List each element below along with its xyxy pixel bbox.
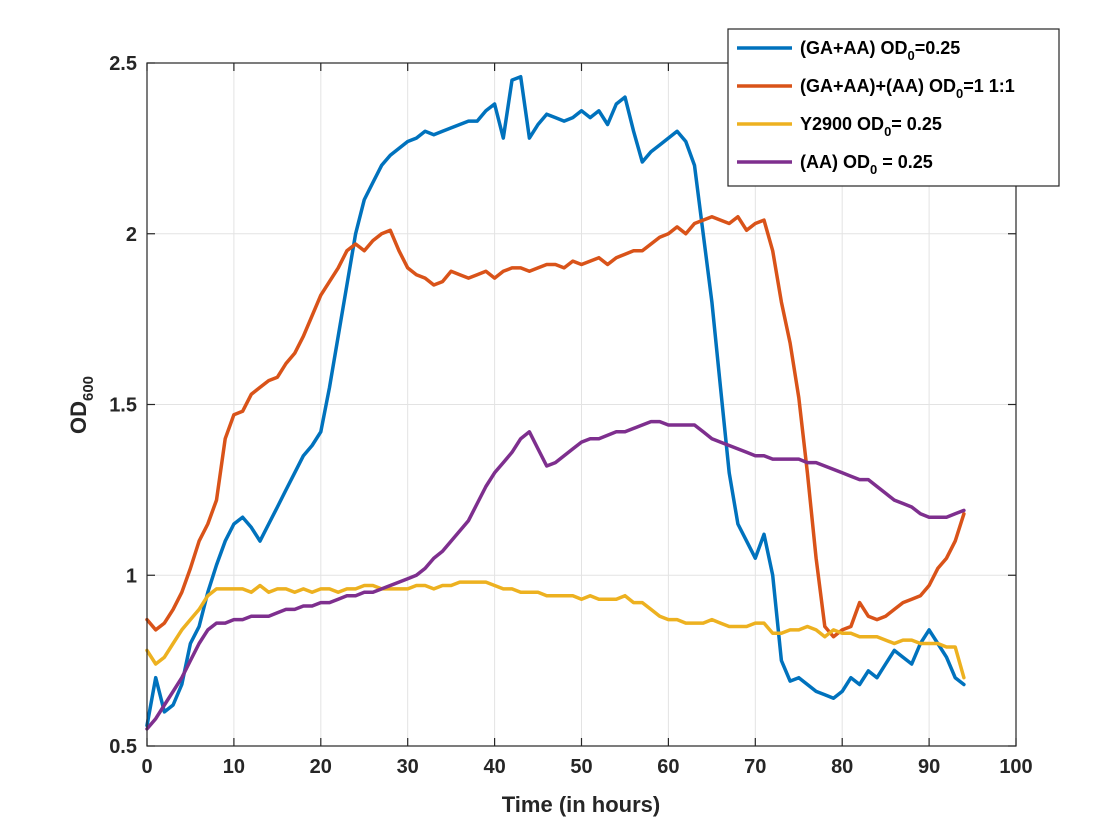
y-axis-title-sub: 600 [80, 376, 97, 401]
y-tick-label: 2 [126, 224, 137, 246]
x-tick-label: 90 [918, 756, 940, 778]
legend-entry: (AA) OD0 = 0.25 [800, 152, 933, 177]
axes-box [146, 62, 1017, 747]
x-tick-label: 0 [141, 756, 152, 778]
x-tick-label: 60 [657, 756, 679, 778]
x-tick-labels: 0 10 20 30 40 50 60 70 80 90 100 [141, 756, 1032, 778]
x-tick-label: 30 [397, 756, 419, 778]
series-line-1 [145, 74, 966, 728]
x-tick-label: 10 [223, 756, 245, 778]
x-tick-label: 80 [831, 756, 853, 778]
legend: (GA+AA) OD0=0.25 (GA+AA)+(AA) OD0=1 1:1 Y2… [727, 28, 1060, 187]
legend-entry: (GA+AA) OD0=0.25 [800, 38, 960, 63]
series-line-3 [145, 580, 966, 680]
x-tick-label: 20 [310, 756, 332, 778]
y-tick-label: 0.5 [109, 736, 137, 758]
y-axis-title: OD600 [66, 376, 97, 434]
legend-entry: Y2900 OD0= 0.25 [800, 114, 942, 139]
y-tick-label: 2.5 [109, 53, 137, 75]
y-tick-labels: 0.5 1 1.5 2 2.5 [109, 53, 137, 758]
x-tick-label: 50 [570, 756, 592, 778]
y-tick-label: 1 [126, 565, 137, 587]
x-tick-label: 100 [999, 756, 1032, 778]
y-axis-title-main: OD [66, 401, 91, 434]
x-tick-label: 40 [483, 756, 505, 778]
data-series [145, 74, 966, 731]
y-tick-label: 1.5 [109, 395, 137, 417]
x-tick-label: 70 [744, 756, 766, 778]
legend-entry: (GA+AA)+(AA) OD0=1 1:1 [800, 76, 1015, 101]
series-line-2 [145, 214, 966, 639]
legend-box [727, 28, 1060, 187]
series-line-4 [145, 419, 966, 731]
x-axis-title: Time (in hours) [502, 792, 661, 817]
